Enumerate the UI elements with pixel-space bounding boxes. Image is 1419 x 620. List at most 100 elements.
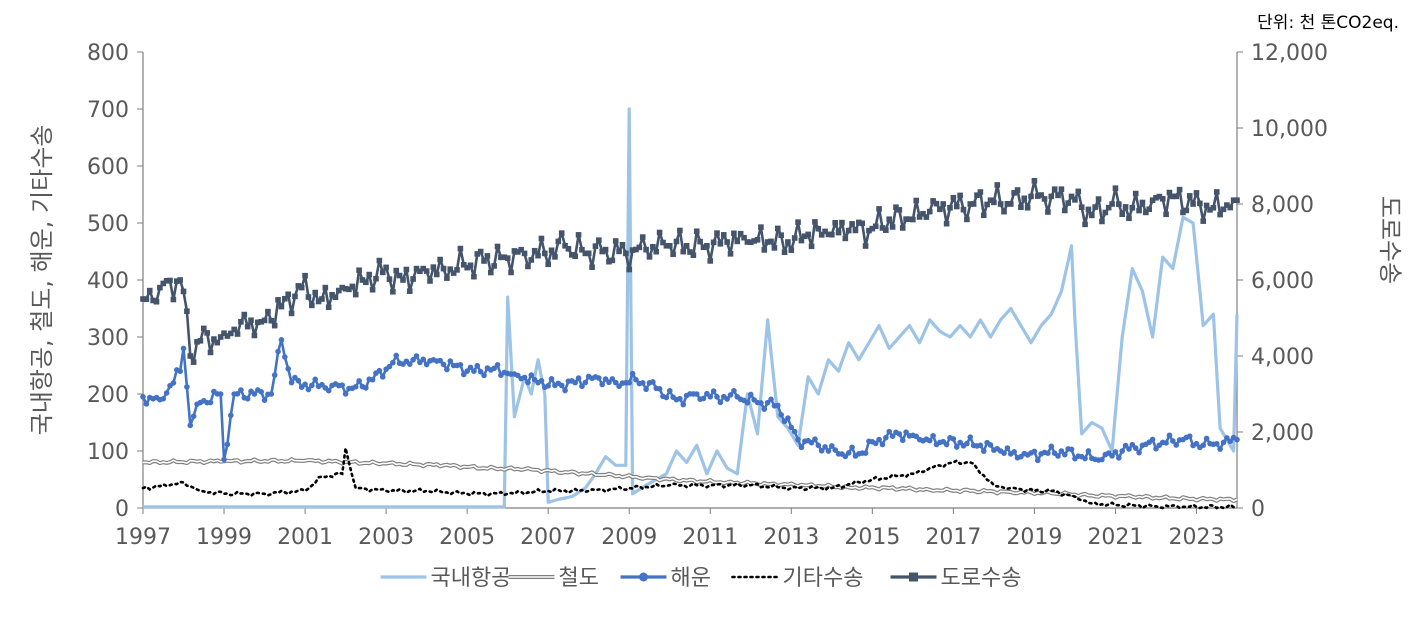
point-road bbox=[906, 216, 913, 222]
point-shipping bbox=[227, 412, 234, 419]
point-road bbox=[724, 239, 730, 245]
point-shipping bbox=[386, 363, 393, 370]
point-shipping bbox=[575, 375, 582, 381]
legend-label-rail: 철도 bbox=[559, 566, 599, 591]
point-road bbox=[211, 336, 217, 342]
point-road bbox=[207, 349, 214, 356]
point-road bbox=[737, 230, 744, 237]
point-road bbox=[933, 200, 940, 207]
point-shipping bbox=[1149, 436, 1156, 443]
point-road bbox=[278, 303, 285, 310]
point-road bbox=[542, 250, 548, 257]
point-road bbox=[1051, 186, 1058, 193]
point-shipping bbox=[1031, 448, 1038, 455]
point-shipping bbox=[261, 397, 268, 403]
point-shipping bbox=[471, 368, 477, 375]
point-road bbox=[447, 266, 454, 272]
point-shipping bbox=[295, 377, 302, 384]
point-shipping bbox=[217, 391, 224, 397]
point-shipping bbox=[444, 366, 450, 373]
right-tick-label: 10,000 bbox=[1251, 117, 1328, 142]
point-road bbox=[204, 330, 210, 336]
point-shipping bbox=[727, 392, 734, 398]
point-road bbox=[639, 234, 646, 240]
point-shipping bbox=[271, 372, 278, 378]
point-road bbox=[1048, 193, 1055, 200]
point-road bbox=[1061, 207, 1068, 214]
point-road bbox=[231, 326, 237, 333]
point-road bbox=[656, 229, 663, 236]
point-shipping bbox=[889, 433, 896, 440]
point-shipping bbox=[980, 448, 987, 454]
point-road bbox=[980, 212, 987, 219]
point-road bbox=[1163, 211, 1169, 218]
point-shipping bbox=[1234, 436, 1240, 443]
point-shipping bbox=[244, 395, 251, 402]
point-road bbox=[187, 353, 194, 359]
left-tick-label: 800 bbox=[87, 41, 129, 66]
point-shipping bbox=[1166, 432, 1173, 439]
point-road bbox=[893, 204, 899, 211]
point-road bbox=[1018, 204, 1024, 211]
point-shipping bbox=[967, 434, 974, 440]
point-shipping bbox=[842, 453, 849, 460]
point-shipping bbox=[1213, 440, 1220, 447]
point-shipping bbox=[305, 386, 312, 393]
point-road bbox=[248, 317, 254, 324]
point-road bbox=[329, 291, 335, 298]
point-shipping bbox=[1153, 445, 1159, 452]
point-shipping bbox=[677, 395, 683, 402]
point-road bbox=[700, 244, 707, 251]
point-shipping bbox=[447, 358, 454, 364]
point-shipping bbox=[258, 389, 264, 395]
point-road bbox=[454, 267, 460, 273]
point-road bbox=[383, 264, 389, 271]
point-road bbox=[1200, 218, 1207, 224]
point-road bbox=[572, 253, 578, 260]
point-road bbox=[160, 280, 167, 287]
point-shipping bbox=[731, 387, 737, 394]
point-shipping bbox=[724, 396, 730, 402]
legend-label-domestic_aviation: 국내항공 bbox=[431, 566, 512, 591]
legend-label-road: 도로수송 bbox=[941, 566, 1022, 591]
point-road bbox=[1078, 204, 1085, 211]
point-road bbox=[994, 182, 1001, 188]
point-road bbox=[1089, 212, 1095, 219]
point-road bbox=[835, 229, 842, 236]
point-shipping bbox=[758, 400, 764, 406]
point-shipping bbox=[278, 337, 285, 343]
point-road bbox=[565, 245, 572, 252]
point-road bbox=[589, 264, 595, 270]
point-shipping bbox=[234, 391, 241, 397]
point-shipping bbox=[903, 429, 909, 435]
x-tick-label: 2021 bbox=[1087, 525, 1143, 550]
point-road bbox=[876, 206, 882, 212]
point-road bbox=[977, 189, 984, 195]
point-shipping bbox=[140, 394, 146, 400]
point-road bbox=[143, 296, 150, 302]
point-shipping bbox=[474, 362, 481, 369]
point-road bbox=[285, 291, 291, 298]
point-shipping bbox=[579, 383, 585, 390]
point-shipping bbox=[1200, 442, 1207, 449]
point-shipping bbox=[643, 386, 649, 393]
point-shipping bbox=[251, 391, 258, 397]
point-road bbox=[643, 246, 649, 253]
point-road bbox=[923, 214, 930, 220]
point-shipping bbox=[808, 439, 815, 446]
point-road bbox=[781, 249, 788, 256]
point-shipping bbox=[717, 399, 724, 406]
point-road bbox=[379, 269, 386, 276]
point-road bbox=[261, 317, 268, 324]
point-road bbox=[1105, 204, 1112, 211]
point-road bbox=[170, 296, 177, 303]
point-road bbox=[190, 359, 197, 365]
point-road bbox=[761, 247, 768, 253]
point-shipping bbox=[352, 383, 359, 390]
point-shipping bbox=[883, 434, 889, 441]
point-road bbox=[791, 235, 798, 241]
point-road bbox=[501, 254, 508, 260]
point-road bbox=[585, 250, 592, 257]
point-road bbox=[707, 258, 714, 264]
